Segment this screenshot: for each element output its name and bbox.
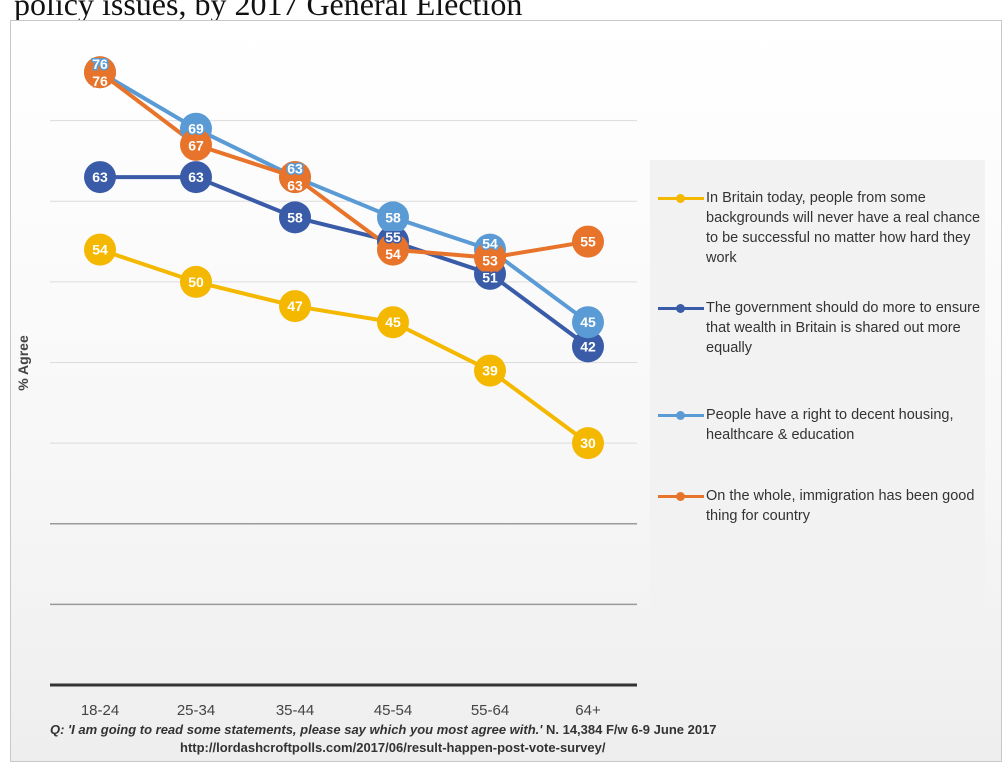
- data-point: [180, 265, 212, 298]
- x-tick-label: 35-44: [275, 702, 315, 719]
- series-line: [98, 70, 590, 324]
- data-label: 51: [482, 269, 498, 285]
- data-label: 63: [287, 178, 303, 194]
- data-label: 58: [385, 209, 401, 225]
- source-url[interactable]: http://lordashcroftpolls.com/2017/06/res…: [180, 740, 606, 755]
- data-label: 69: [188, 120, 204, 136]
- legend-item: On the whole, immigration has been good …: [658, 486, 988, 526]
- data-point: [572, 330, 604, 363]
- data-point: [279, 290, 311, 323]
- legend-label: The government should do more to ensure …: [706, 300, 981, 356]
- data-point: [84, 161, 116, 194]
- data-point: [279, 201, 311, 234]
- legend-dot-marker: [676, 492, 685, 501]
- series-line: [99, 247, 590, 445]
- data-point: [180, 128, 212, 161]
- legend-label: People have a right to decent housing, h…: [706, 407, 954, 443]
- data-label: 30: [580, 435, 596, 451]
- legend-dot-marker: [676, 304, 685, 313]
- data-label: 54: [385, 246, 401, 262]
- legend-dot-marker: [676, 411, 685, 420]
- data-label: 47: [287, 298, 303, 314]
- data-label: 76: [92, 56, 108, 72]
- data-label: 55: [385, 229, 401, 245]
- y-axis-label: % Agree: [14, 335, 31, 391]
- legend-item: The government should do more to ensure …: [658, 298, 988, 358]
- data-point: [572, 427, 604, 460]
- legend: In Britain today, people from some backg…: [650, 160, 985, 610]
- data-label: 45: [385, 314, 401, 330]
- data-label: 53: [482, 252, 498, 268]
- data-point: [84, 233, 116, 266]
- data-label: 67: [188, 137, 204, 153]
- data-point: [377, 233, 409, 266]
- x-tick-label: 18-24: [80, 702, 120, 719]
- data-point: [84, 56, 116, 89]
- x-tick-label: 64+: [575, 702, 601, 719]
- x-tick-label: 55-64: [470, 702, 510, 719]
- legend-dot-marker: [676, 194, 685, 203]
- data-point: [572, 306, 604, 339]
- data-label: 42: [580, 338, 596, 354]
- data-label: 54: [92, 242, 108, 258]
- footnote-question: Q: 'I am going to read some statements, …: [50, 722, 543, 737]
- data-label: 63: [188, 169, 204, 185]
- data-label: 50: [188, 274, 204, 290]
- data-label: 45: [580, 314, 596, 330]
- x-tick-label: 45-54: [373, 702, 413, 719]
- data-point: [377, 306, 409, 339]
- data-label: 58: [287, 209, 303, 225]
- data-point: [474, 241, 506, 274]
- legend-item: In Britain today, people from some backg…: [658, 188, 988, 268]
- data-label: 54: [482, 235, 498, 251]
- page-title-fragment: policy issues, by 2017 General Election: [14, 0, 523, 22]
- data-point: [180, 161, 212, 194]
- data-point: [377, 201, 409, 234]
- data-label: 63: [287, 161, 303, 177]
- data-label: 39: [482, 363, 498, 379]
- series-line: [98, 70, 589, 260]
- x-tick-label: 25-34: [176, 702, 216, 719]
- legend-label: On the whole, immigration has been good …: [706, 488, 975, 524]
- footnote: Q: 'I am going to read some statements, …: [50, 722, 717, 738]
- data-point: [279, 161, 311, 194]
- legend-item: People have a right to decent housing, h…: [658, 405, 988, 445]
- data-label: 76: [92, 73, 108, 89]
- legend-label: In Britain today, people from some backg…: [706, 190, 981, 266]
- data-point: [474, 354, 506, 387]
- data-label: 55: [580, 234, 596, 250]
- data-label: 63: [92, 169, 108, 185]
- series-line: [100, 175, 590, 348]
- data-point: [572, 225, 604, 258]
- footnote-details: N. 14,384 F/w 6-9 June 2017: [542, 722, 717, 737]
